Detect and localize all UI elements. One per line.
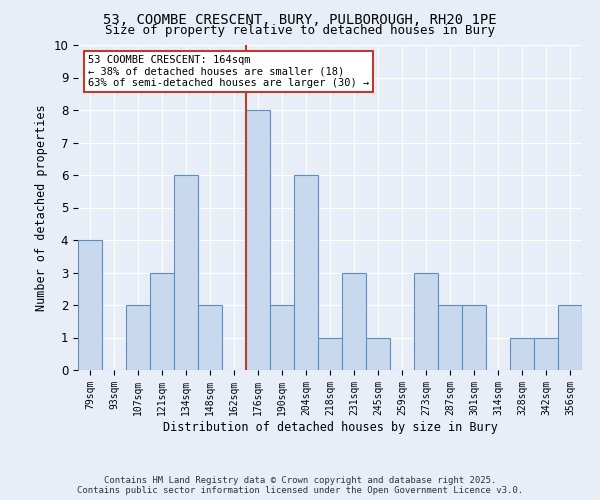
Text: Contains HM Land Registry data © Crown copyright and database right 2025.
Contai: Contains HM Land Registry data © Crown c… [77, 476, 523, 495]
Bar [318, 338, 342, 370]
Bar [558, 305, 582, 370]
Bar [510, 338, 534, 370]
Bar [342, 272, 366, 370]
Text: 53 COOMBE CRESCENT: 164sqm
← 38% of detached houses are smaller (18)
63% of semi: 53 COOMBE CRESCENT: 164sqm ← 38% of deta… [88, 54, 370, 88]
Bar [198, 305, 222, 370]
Bar [270, 305, 294, 370]
Text: 53, COOMBE CRESCENT, BURY, PULBOROUGH, RH20 1PE: 53, COOMBE CRESCENT, BURY, PULBOROUGH, R… [103, 12, 497, 26]
Bar [366, 338, 390, 370]
Bar [246, 110, 270, 370]
Bar [150, 272, 174, 370]
X-axis label: Distribution of detached houses by size in Bury: Distribution of detached houses by size … [163, 420, 497, 434]
Bar [126, 305, 150, 370]
Bar [174, 175, 198, 370]
Bar [294, 175, 318, 370]
Bar [438, 305, 462, 370]
Text: Size of property relative to detached houses in Bury: Size of property relative to detached ho… [105, 24, 495, 37]
Bar [414, 272, 438, 370]
Bar [462, 305, 486, 370]
Bar [534, 338, 558, 370]
Y-axis label: Number of detached properties: Number of detached properties [35, 104, 48, 311]
Bar [78, 240, 102, 370]
